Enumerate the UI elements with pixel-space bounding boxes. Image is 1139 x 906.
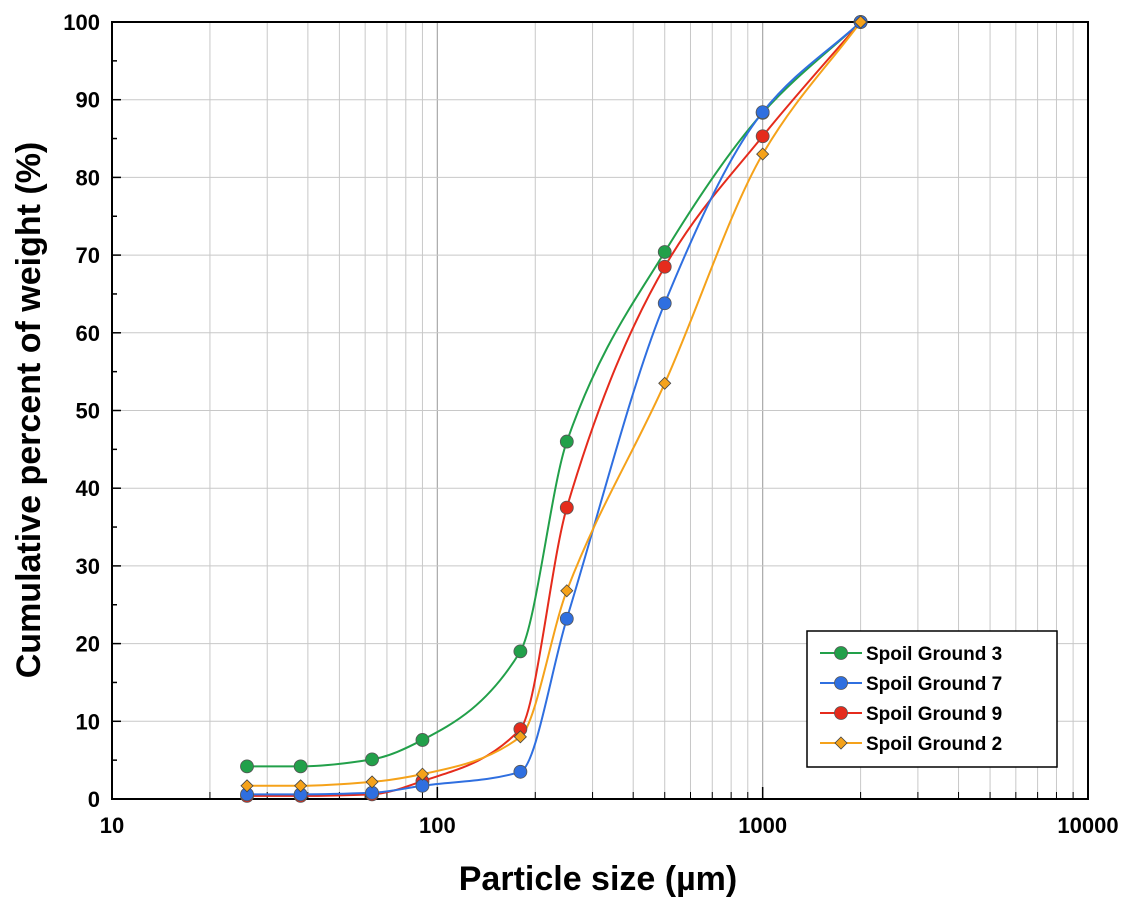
y-tick-label: 20 (76, 632, 100, 657)
y-tick-label: 100 (63, 10, 100, 35)
legend-marker (834, 736, 848, 750)
data-point (294, 779, 308, 793)
y-tick-label: 70 (76, 243, 100, 268)
data-point (559, 611, 574, 626)
x-tick-label: 1000 (738, 813, 787, 838)
data-point (657, 245, 672, 259)
y-axis-title: Cumulative percent of weight (%) (10, 142, 48, 679)
legend-label: Spoil Ground 2 (866, 734, 1002, 755)
data-point (513, 644, 528, 659)
y-tick-label: 50 (76, 399, 100, 424)
series-lines (246, 21, 862, 797)
data-point (559, 434, 574, 449)
major-gridlines (112, 22, 1088, 799)
x-axis-title: Particle size (µm) (459, 860, 737, 898)
y-tick-labels: 0 10 20 30 40 50 60 70 80 90 100 (63, 10, 100, 812)
legend-label: Spoil Ground 7 (866, 674, 1002, 695)
data-point (513, 730, 527, 744)
data-point (240, 759, 254, 774)
data-point (657, 296, 672, 311)
series-line (246, 21, 862, 797)
legend-marker (834, 676, 848, 690)
legend-items: Spoil Ground 3 Spoil Ground 7 Spoil Ground… (820, 644, 1002, 755)
series-markers (240, 15, 868, 803)
series-line (247, 21, 862, 768)
y-tick-label: 0 (88, 787, 100, 812)
y-tick-label: 10 (76, 709, 100, 734)
legend-marker (834, 706, 848, 720)
data-point (240, 779, 254, 793)
data-point (365, 752, 379, 767)
data-point (365, 775, 379, 789)
x-tick-labels: 10 100 1000 10000 (100, 813, 1119, 838)
data-point (559, 500, 574, 515)
legend: Spoil Ground 3 Spoil Ground 7 Spoil Ground… (806, 630, 1058, 768)
data-point (854, 15, 868, 29)
y-tick-label: 30 (76, 554, 100, 579)
data-point (293, 759, 308, 774)
data-point (560, 584, 574, 598)
legend-marker (834, 646, 848, 660)
data-point (415, 778, 430, 793)
data-point (755, 129, 770, 144)
series-line (247, 21, 862, 796)
x-tick-label: 10 (100, 813, 124, 838)
data-point (513, 764, 528, 779)
data-point (415, 733, 430, 747)
data-point (415, 767, 430, 781)
data-point (657, 259, 672, 274)
x-tick-label: 10000 (1057, 813, 1118, 838)
y-tick-label: 40 (76, 476, 100, 501)
legend-label: Spoil Ground 9 (866, 704, 1002, 725)
x-tick-label: 100 (419, 813, 456, 838)
data-point (755, 105, 770, 120)
data-point (756, 147, 770, 161)
series-line (247, 21, 862, 787)
data-point (658, 376, 672, 390)
y-tick-label: 60 (76, 321, 100, 346)
legend-label: Spoil Ground 3 (866, 644, 1002, 665)
y-tick-label: 90 (76, 88, 100, 113)
y-tick-label: 80 (76, 165, 100, 190)
